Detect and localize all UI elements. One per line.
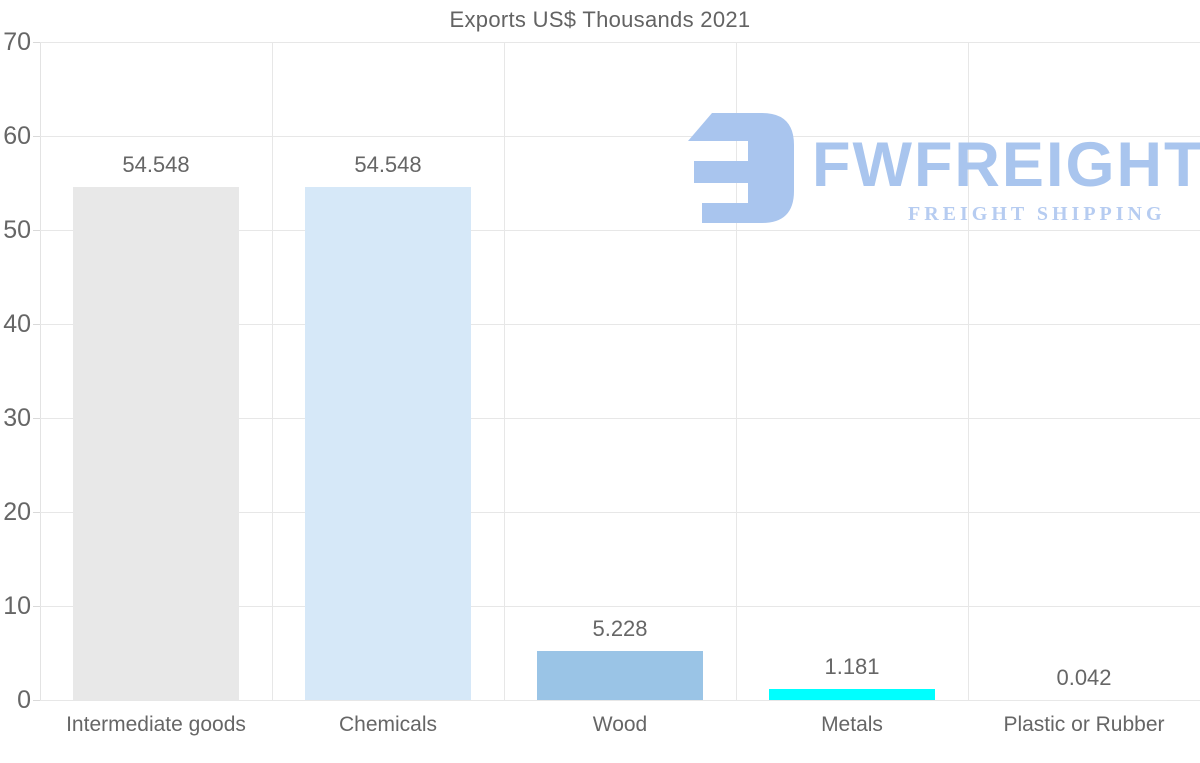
- y-gridline-40: [40, 323, 1200, 325]
- logo-text: FWFREIGHT FREIGHT SHIPPING: [812, 134, 1200, 226]
- fwfreight-logo: FWFREIGHT FREIGHT SHIPPING: [686, 110, 1200, 226]
- y-axis-tick-30: [33, 418, 40, 419]
- x-gridline-1: [271, 42, 273, 700]
- x-axis-label-intermediate-goods: Intermediate goods: [66, 713, 246, 736]
- y-axis-tick-60: [33, 136, 40, 137]
- y-axis-tick-20: [33, 512, 40, 513]
- y-gridline-10: [40, 605, 1200, 607]
- value-label-chemicals: 54.548: [354, 152, 422, 178]
- y-axis-label-50: 50: [3, 216, 31, 244]
- x-axis-label-metals: Metals: [821, 713, 883, 736]
- y-gridline-30: [40, 417, 1200, 419]
- fwfreight-logo-icon: [688, 113, 794, 223]
- y-axis-tick-50: [33, 230, 40, 231]
- logo-wordmark: FWFREIGHT: [812, 130, 1200, 200]
- band-metals: 1.181 Metals: [736, 42, 968, 736]
- y-axis-label-70: 70: [3, 28, 31, 56]
- bar-wood: [537, 650, 703, 700]
- y-axis-tick-70: [33, 42, 40, 43]
- bar-metals: [769, 688, 935, 700]
- logo-tagline: FREIGHT SHIPPING: [908, 203, 1166, 225]
- y-axis-label-60: 60: [3, 122, 31, 150]
- y-axis-label-0: 0: [17, 686, 31, 714]
- x-axis-label-wood: Wood: [592, 713, 648, 736]
- value-label-wood: 5.228: [592, 615, 648, 641]
- value-label-intermediate-goods: 54.548: [122, 152, 190, 178]
- y-axis-label-30: 30: [3, 404, 31, 432]
- y-axis-tick-10: [33, 606, 40, 607]
- y-gridline-70: [40, 41, 1200, 43]
- x-gridline-2: [503, 42, 505, 700]
- band-wood: 5.228 Wood: [504, 42, 736, 736]
- x-axis-label-plastic-or-rubber: Plastic or Rubber: [1003, 713, 1165, 736]
- y-gridline-0: [40, 699, 1200, 701]
- band-plastic-or-rubber: 0.042 Plastic or Rubber: [968, 42, 1200, 736]
- y-axis-label-20: 20: [3, 498, 31, 526]
- value-label-metals: 1.181: [824, 653, 880, 679]
- y-axis-tick-40: [33, 324, 40, 325]
- band-chemicals: 54.548 Chemicals: [272, 42, 504, 736]
- y-gridline-20: [40, 511, 1200, 513]
- plot-area: FWFREIGHT FREIGHT SHIPPING 54.548 Interme…: [40, 41, 1200, 736]
- y-axis-label-40: 40: [3, 310, 31, 338]
- value-label-plastic-or-rubber: 0.042: [1056, 664, 1112, 690]
- x-axis-label-chemicals: Chemicals: [338, 713, 438, 736]
- x-gridline-3: [735, 42, 737, 700]
- y-gridline-50: [40, 229, 1200, 231]
- bar-chemicals: [305, 187, 471, 700]
- y-gridline-60: [40, 135, 1200, 137]
- y-axis-tick-0: [33, 700, 40, 701]
- y-axis-line: [40, 42, 41, 700]
- x-gridline-4: [967, 42, 969, 700]
- chart-title: Exports US$ Thousands 2021: [449, 7, 751, 32]
- y-axis-label-10: 10: [3, 592, 31, 620]
- bar-intermediate-goods: [73, 187, 239, 700]
- band-intermediate-goods: 54.548 Intermediate goods: [40, 42, 272, 736]
